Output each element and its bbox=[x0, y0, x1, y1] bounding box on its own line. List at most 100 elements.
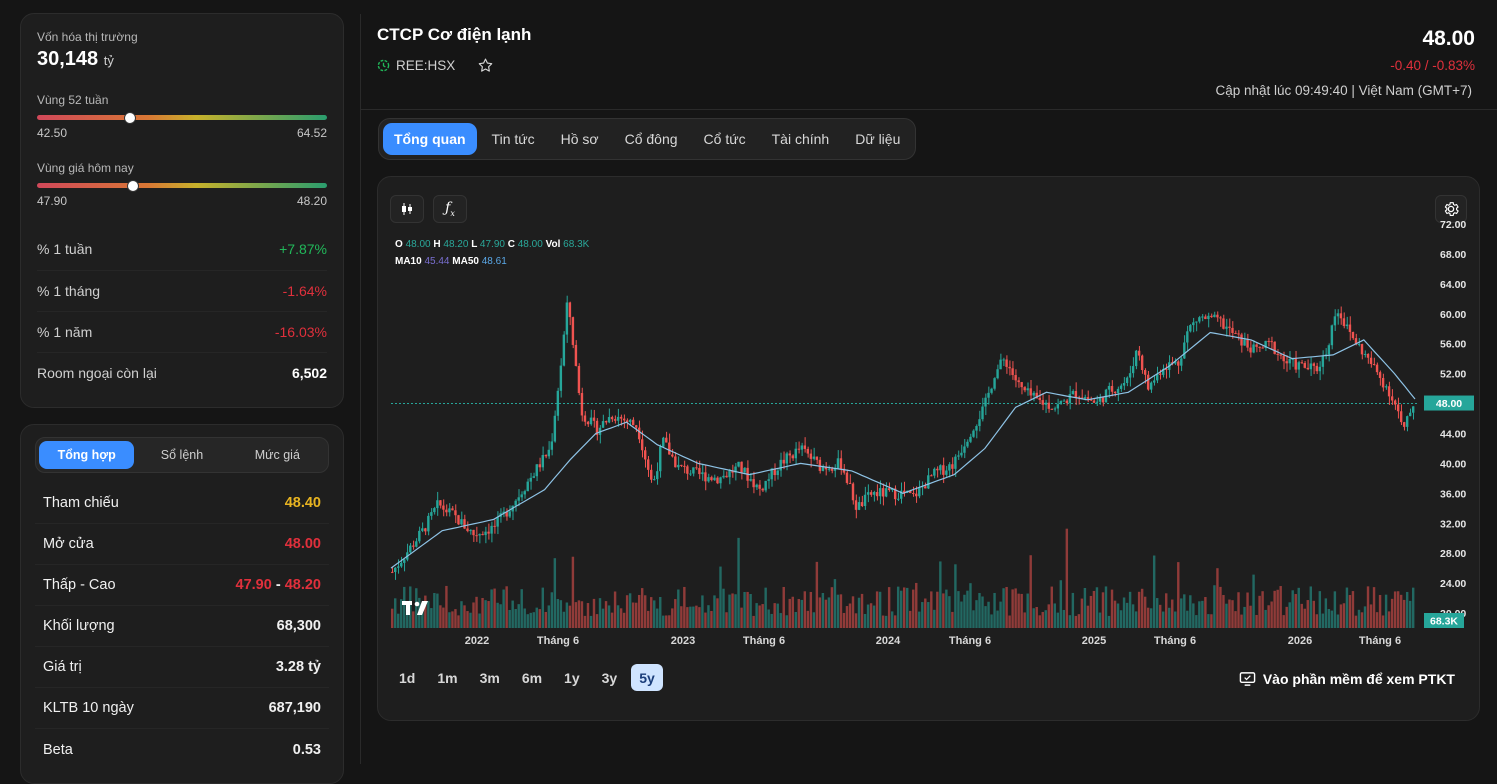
candle bbox=[707, 477, 710, 482]
volume-bar bbox=[475, 596, 478, 628]
volume-bar bbox=[574, 602, 578, 628]
volume-bar bbox=[906, 587, 909, 628]
volume-bar bbox=[643, 595, 647, 628]
candle bbox=[1101, 397, 1105, 403]
volume-bar bbox=[634, 602, 638, 628]
candle bbox=[1174, 361, 1177, 364]
volume-bar bbox=[427, 601, 430, 628]
volume-bar bbox=[1071, 592, 1075, 628]
candle bbox=[1143, 370, 1147, 375]
volume-bar bbox=[701, 595, 704, 628]
volume-bar bbox=[788, 598, 791, 628]
row-label: Thấp - Cao bbox=[43, 577, 116, 593]
volume-bar bbox=[577, 600, 581, 628]
legend-ma10-label: MA10 bbox=[395, 256, 422, 267]
summary-tab-orderbook[interactable]: Sổ lệnh bbox=[160, 448, 204, 462]
period-1y[interactable]: 1y bbox=[564, 669, 580, 686]
tab-data[interactable]: Dữ liệu bbox=[855, 131, 901, 147]
candle bbox=[948, 464, 951, 471]
candle bbox=[409, 545, 412, 553]
candle bbox=[740, 461, 743, 473]
candle bbox=[1002, 359, 1005, 361]
candle bbox=[1089, 399, 1093, 401]
period-5y[interactable]: 5y bbox=[631, 664, 663, 691]
period-1m[interactable]: 1m bbox=[437, 669, 458, 686]
candle bbox=[692, 467, 695, 474]
candle bbox=[912, 493, 915, 495]
candle bbox=[466, 528, 469, 532]
volume-bar bbox=[616, 605, 620, 628]
row-value: 68,300 bbox=[276, 618, 321, 634]
candle bbox=[1011, 368, 1014, 376]
summary-tab-price-levels[interactable]: Mức giá bbox=[254, 448, 300, 462]
period-6m[interactable]: 6m bbox=[521, 669, 543, 686]
candle bbox=[1152, 380, 1156, 383]
candle bbox=[662, 437, 665, 447]
volume-bar bbox=[499, 604, 502, 628]
tab-news[interactable]: Tin tức bbox=[491, 131, 535, 147]
candle bbox=[1288, 358, 1291, 364]
x-tick-label: Tháng 6 bbox=[1154, 635, 1196, 647]
volume-bar bbox=[746, 591, 749, 628]
volume-bar bbox=[761, 604, 764, 628]
candlestick-type-button[interactable] bbox=[390, 195, 424, 223]
tab-overview[interactable]: Tổng quan bbox=[383, 123, 477, 155]
volume-bar bbox=[1291, 590, 1294, 628]
candle bbox=[496, 516, 499, 527]
tab-shareholders[interactable]: Cổ đông bbox=[624, 131, 678, 147]
candle bbox=[797, 448, 800, 450]
volume-bar bbox=[1261, 591, 1264, 628]
candle bbox=[640, 439, 644, 451]
summary-tab-overview[interactable]: Tổng hợp bbox=[39, 441, 135, 469]
tab-dividends[interactable]: Cổ tức bbox=[703, 131, 746, 147]
candle bbox=[884, 488, 888, 497]
candle bbox=[1336, 313, 1340, 317]
volume-bar bbox=[842, 612, 846, 628]
volume-bar bbox=[535, 607, 538, 628]
candle bbox=[1159, 373, 1162, 375]
indicators-button[interactable]: ƒx bbox=[433, 195, 467, 223]
volume-bar bbox=[532, 612, 535, 628]
candle bbox=[896, 498, 900, 500]
price-chart[interactable]: 72.00 68.00 64.00 60.00 56.00 52.00 48.00 44.00… bbox=[378, 177, 1481, 647]
candle bbox=[767, 479, 770, 481]
candle bbox=[565, 302, 569, 335]
volume-bar bbox=[815, 561, 819, 628]
tradingview-logo bbox=[402, 601, 428, 615]
volume-bar bbox=[890, 611, 894, 628]
stat-row-1y: % 1 năm -16.03% bbox=[37, 311, 327, 351]
open-technical-analysis-link[interactable]: Vào phần mềm để xem PTKT bbox=[1239, 671, 1455, 687]
volume-bar bbox=[881, 615, 885, 628]
candle bbox=[899, 490, 903, 499]
period-3y[interactable]: 3y bbox=[601, 669, 618, 686]
volume-bar bbox=[595, 614, 599, 628]
volume-bar bbox=[878, 591, 882, 628]
candle bbox=[758, 484, 761, 489]
candle bbox=[529, 477, 532, 482]
y-tick-label: 32.00 bbox=[1440, 518, 1466, 530]
tab-profile[interactable]: Hồ sơ bbox=[560, 131, 599, 147]
candle bbox=[1116, 388, 1120, 394]
trading-summary-card: Tổng hợp Sổ lệnh Mức giá Tham chiếu 48.40… bbox=[20, 424, 344, 784]
candle bbox=[1285, 361, 1288, 364]
candle bbox=[1231, 327, 1234, 334]
stat-value: 6,502 bbox=[291, 364, 327, 381]
volume-bar bbox=[454, 609, 457, 628]
candle bbox=[523, 491, 526, 495]
candle bbox=[484, 531, 487, 536]
candle bbox=[966, 441, 969, 447]
chart-settings-button[interactable] bbox=[1435, 195, 1467, 223]
tab-financials[interactable]: Tài chính bbox=[771, 131, 830, 147]
legend-ma50-label: MA50 bbox=[452, 256, 479, 267]
volume-bar bbox=[918, 611, 921, 628]
volume-bar bbox=[1216, 568, 1219, 628]
star-icon[interactable] bbox=[477, 57, 494, 74]
candle bbox=[659, 446, 662, 472]
candle bbox=[854, 500, 858, 510]
volume-bar bbox=[1149, 608, 1153, 628]
period-1d[interactable]: 1d bbox=[399, 669, 416, 686]
legend-o-label: O bbox=[395, 239, 403, 250]
period-3m[interactable]: 3m bbox=[479, 669, 500, 686]
volume-bar bbox=[984, 606, 987, 628]
candle bbox=[893, 488, 897, 500]
